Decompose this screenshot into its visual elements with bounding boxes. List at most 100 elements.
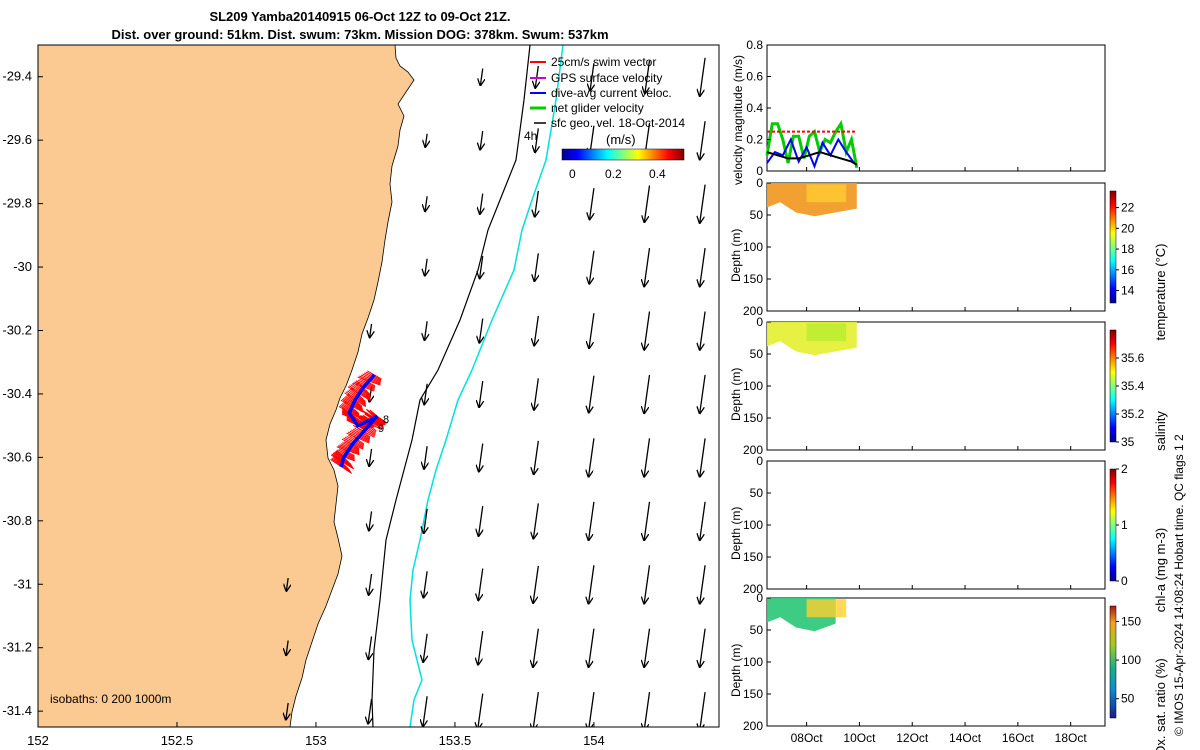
colorbar [1109, 605, 1117, 719]
geo-velocity-arrow [700, 374, 706, 413]
geo-velocity-arrow [534, 315, 538, 345]
isobath-1000m [371, 45, 531, 727]
swim-vector [340, 404, 351, 411]
velocity-y-tick: 0 [756, 164, 763, 178]
track-label-b: 9 [378, 423, 384, 435]
dive-avg-track [339, 373, 379, 468]
chart-title: SL209 Yamba20140915 06-Oct 12Z to 09-Oct… [209, 9, 511, 24]
map-axis-ticks: 152 152.5 153 153.5 154 -29.4 -29.6 -29.8 -30 -30… [2, 69, 604, 748]
geo-velocity-arrow [535, 128, 538, 152]
geo-velocity-arrow [590, 63, 594, 90]
swim-vector [356, 396, 367, 405]
swim-vector [337, 445, 349, 451]
profile-panel-oxygen: 0 50 100 150 200 Depth (m) 50 100 150 Ox. sat. ra… [729, 591, 1168, 750]
depth-tick: 100 [743, 655, 763, 669]
geo-velocity-arrow [535, 190, 539, 216]
swim-vector [363, 386, 375, 392]
swim-vector [372, 420, 383, 428]
swim-vector [373, 419, 384, 427]
map-x-tick: 153 [305, 733, 327, 748]
swim-vector [374, 374, 382, 380]
geo-velocity-arrow [533, 565, 539, 603]
profile-patch [806, 184, 847, 203]
depth-tick: 0 [756, 315, 763, 329]
geo-velocity-arrow [478, 693, 484, 727]
geo-velocity-arrow [644, 628, 651, 667]
swim-vector [363, 430, 375, 438]
speed-colorbar [561, 148, 685, 161]
geo-velocity-arrow [644, 374, 651, 413]
map-x-tick: 153.5 [439, 733, 472, 748]
swim-vector [344, 396, 354, 404]
time-tick: 18Oct [1055, 731, 1088, 745]
swim-vector [348, 389, 358, 398]
map-y-tick: -30.6 [2, 449, 32, 464]
depth-tick: 150 [743, 687, 763, 701]
colorbar-tick: 35.2 [1121, 407, 1145, 421]
geo-velocity-arrow [700, 57, 706, 96]
swim-vector [361, 389, 371, 398]
colorbar-tick: 35.6 [1121, 351, 1145, 365]
colorbar-tick: 35.4 [1121, 379, 1145, 393]
swim-vector [343, 437, 354, 444]
geo-velocity-arrow [480, 255, 483, 278]
legend-dive-avg: dive-avg current veloc. [530, 86, 672, 100]
geo-velocity-arrow [369, 448, 371, 466]
velocity-series-line [765, 119, 859, 169]
swim-vector [354, 399, 367, 408]
swim-vector [368, 380, 381, 386]
swim-vector [339, 405, 351, 412]
swim-vector [355, 398, 367, 407]
colorbar [1109, 468, 1117, 582]
profile-patch [806, 599, 847, 618]
depth-ylabel: Depth (m) [729, 368, 743, 421]
map-y-tick: -30.4 [2, 386, 32, 401]
swim-vector [359, 375, 371, 381]
depth-tick: 150 [743, 550, 763, 564]
geo-velocity-arrow [589, 438, 595, 476]
isobaths-label: isobaths: 0 200 1000m [50, 692, 171, 706]
svg-text:sfc geo. vel. 18-Oct-2014: sfc geo. vel. 18-Oct-2014 [551, 116, 685, 130]
depth-tick: 200 [743, 304, 763, 318]
colorbar-tick: 35 [1121, 435, 1135, 449]
swim-vector [358, 436, 370, 443]
depth-tick: 150 [743, 411, 763, 425]
swim-vector [352, 404, 364, 412]
depth-ylabel: Depth (m) [729, 507, 743, 560]
swim-vector [333, 452, 344, 461]
swim-vector [353, 442, 364, 449]
colorbar-tick: 0.4 [649, 167, 666, 181]
colorbar-tick: 16 [1121, 263, 1135, 277]
colorbar-tick: 22 [1121, 201, 1135, 215]
geo-velocity-arrow [425, 196, 427, 211]
map-y-tick: -30.2 [2, 322, 32, 337]
geo-velocity-arrow [589, 692, 595, 727]
geo-velocity-arrow [700, 184, 706, 223]
geo-velocity-arrow [700, 438, 706, 476]
time-tick: 14Oct [949, 731, 982, 745]
map-legend: 25cm/s swim vector GPS surface velocity … [524, 55, 685, 181]
colorbar-tick: 14 [1121, 284, 1135, 298]
velocity-y-tick: 0.4 [746, 101, 763, 115]
swim-vector [349, 385, 361, 394]
geo-velocity-arrow [645, 60, 651, 92]
swim-vector [349, 430, 360, 437]
depth-tick: 100 [743, 240, 763, 254]
swim-vector [359, 392, 371, 401]
svg-text:dive-avg current veloc.: dive-avg current veloc. [551, 86, 672, 100]
depth-tick: 100 [743, 379, 763, 393]
geo-velocity-arrow [700, 247, 706, 286]
swim-vector [340, 466, 353, 474]
colorbar [1109, 190, 1117, 304]
map-y-tick: -31.2 [2, 640, 32, 655]
depth-tick: 150 [743, 272, 763, 286]
swim-vector [347, 390, 357, 399]
map-panel: 8 9 152 152.5 153 153.5 154 -29.4 -29.6 -29.8 -3… [2, 44, 720, 748]
glider-track [330, 370, 388, 474]
swim-vector [365, 428, 376, 436]
time-tick: 10Oct [843, 731, 876, 745]
colorbar-tick: 2 [1121, 462, 1128, 476]
geo-velocity-arrow [644, 501, 651, 540]
geo-velocity-arrow [589, 250, 595, 284]
